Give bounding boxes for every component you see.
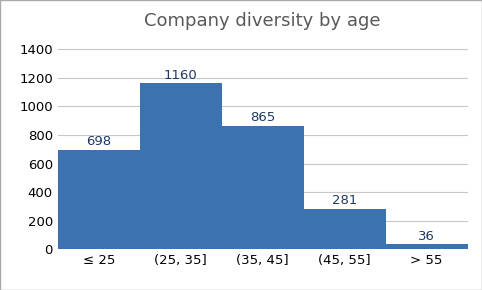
Title: Company diversity by age: Company diversity by age (145, 12, 381, 30)
Bar (58, 150, 140, 249)
Text: 36: 36 (418, 229, 435, 242)
Bar (140, 84, 222, 249)
Text: 865: 865 (250, 111, 275, 124)
Text: 1160: 1160 (164, 69, 198, 82)
Bar (222, 126, 304, 249)
Text: 281: 281 (332, 195, 357, 207)
Bar (304, 209, 386, 249)
Text: 698: 698 (86, 135, 111, 148)
Bar (386, 244, 468, 249)
